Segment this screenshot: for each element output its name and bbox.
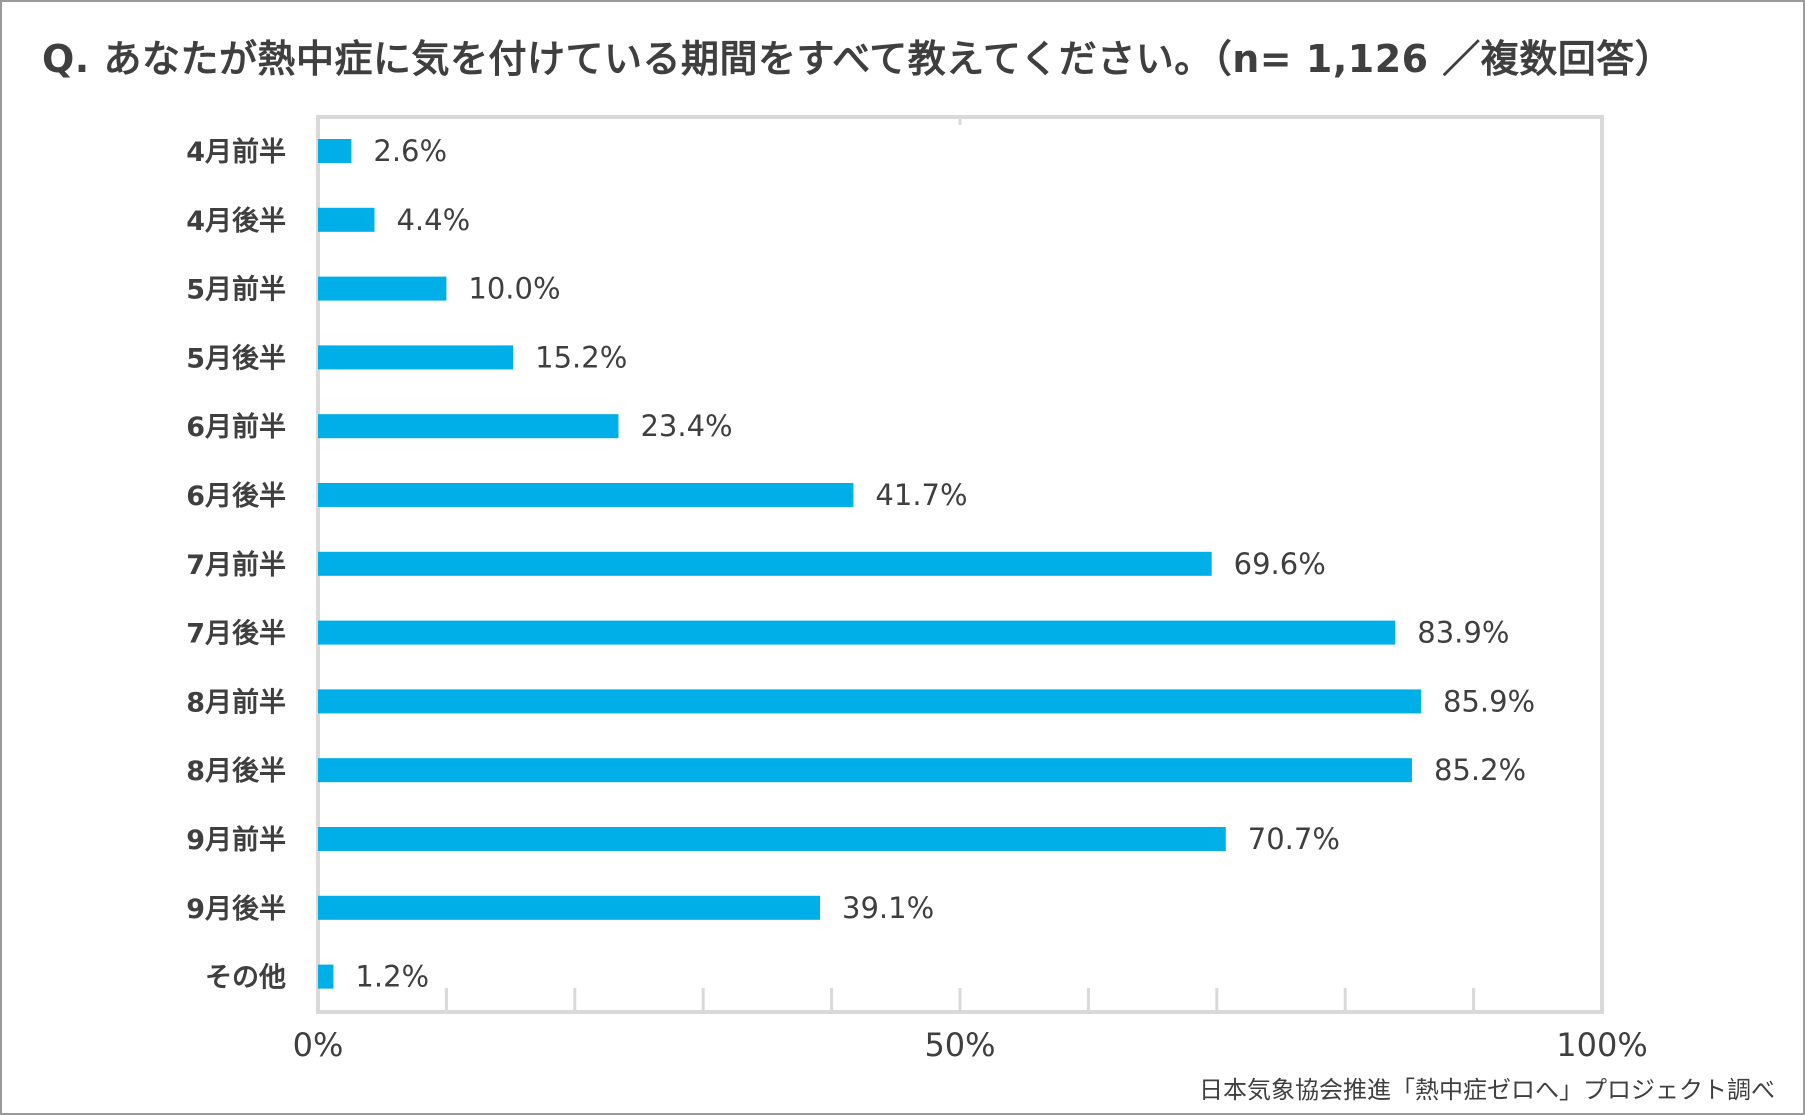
value-label: 23.4%	[640, 409, 732, 443]
category-label: 9月前半	[186, 824, 286, 856]
bar	[318, 276, 447, 301]
bar	[318, 551, 1212, 576]
category-label: 4月前半	[186, 136, 286, 168]
bar	[318, 827, 1226, 851]
source-note: 日本気象協会推進「熱中症ゼロへ」プロジェクト調べ	[1199, 1076, 1775, 1104]
bar	[318, 620, 1396, 645]
bar	[318, 895, 821, 920]
x-tick-label: 100%	[1556, 1026, 1647, 1064]
category-label: 7月後半	[186, 619, 286, 650]
value-label: 15.2%	[535, 340, 627, 374]
bars	[318, 139, 1421, 989]
bar	[318, 414, 619, 439]
value-label: 4.4%	[396, 203, 470, 237]
x-tick-label: 0%	[293, 1026, 344, 1064]
category-label: 5月前半	[186, 274, 286, 306]
bar	[318, 689, 1421, 714]
bar	[318, 207, 375, 232]
bar	[318, 758, 1412, 783]
category-label: 7月前半	[186, 549, 286, 581]
value-label: 70.7%	[1248, 822, 1340, 856]
category-label: 6月後半	[186, 481, 286, 512]
labels: 4月前半 2.6% 4月後半 4.4% 5月前半 10.0% 5月後半 15.2% 6月前半 23…	[186, 134, 1535, 994]
value-label: 39.1%	[842, 891, 934, 925]
value-label: 83.9%	[1417, 616, 1509, 650]
category-label: 6月前半	[186, 411, 286, 443]
bar	[318, 345, 514, 370]
category-label: 4月後半	[186, 206, 286, 237]
value-label: 85.9%	[1443, 684, 1535, 718]
value-label: 85.2%	[1434, 753, 1526, 787]
category-label: 5月後半	[186, 343, 286, 374]
value-label: 69.6%	[1234, 547, 1326, 581]
category-label: 8月後半	[186, 756, 286, 787]
axis-ticks: 0% 50% 100%	[293, 117, 1648, 1064]
value-label: 1.2%	[355, 960, 429, 994]
value-label: 10.0%	[468, 272, 560, 306]
bar	[318, 139, 352, 163]
x-tick-label: 50%	[924, 1026, 995, 1064]
category-label: その他	[205, 963, 286, 994]
value-label: 2.6%	[373, 134, 447, 168]
bar	[318, 964, 334, 989]
category-label: 8月前半	[186, 686, 286, 718]
value-label: 41.7%	[875, 478, 967, 512]
bar	[318, 483, 854, 507]
category-label: 9月後半	[186, 894, 286, 925]
chart-title: Q. あなたが熱中症に気を付けている期間をすべて教えてください。（n= 1,12…	[42, 37, 1674, 81]
